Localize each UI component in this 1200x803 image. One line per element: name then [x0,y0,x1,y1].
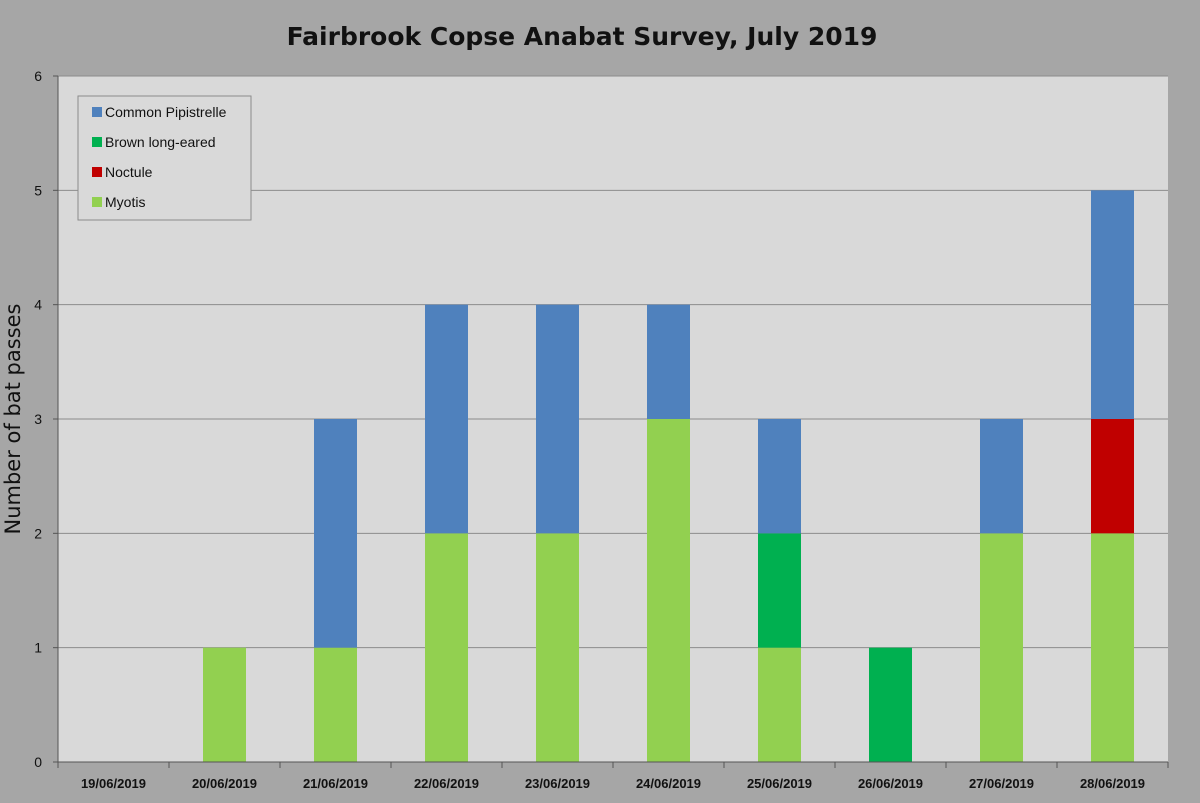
y-tick-label: 3 [34,411,42,427]
y-tick-label: 1 [34,640,42,656]
y-tick-label: 4 [34,297,42,313]
x-tick-label: 20/06/2019 [192,776,257,791]
bar-segment-common-pipistrelle [314,419,357,648]
y-tick-label: 6 [34,68,42,84]
x-tick-label: 21/06/2019 [303,776,368,791]
y-axis-title: Number of bat passes [1,304,25,535]
bar-segment-myotis [536,533,579,762]
bar-segment-myotis [1091,533,1134,762]
x-tick-label: 24/06/2019 [636,776,701,791]
legend-swatch-common-pipistrelle [92,107,102,117]
bar-series [203,190,1134,762]
x-tick-label: 22/06/2019 [414,776,479,791]
bar-segment-common-pipistrelle [425,304,468,534]
legend-label: Myotis [105,194,145,210]
legend-label: Common Pipistrelle [105,104,227,120]
legend-swatch-myotis [92,197,102,207]
bar-segment-myotis [203,647,246,762]
y-tick-label: 5 [34,182,42,198]
bar-segment-noctule [1091,419,1134,534]
x-tick-label: 19/06/2019 [81,776,146,791]
bar-segment-brown-long-eared [869,647,912,762]
bar-segment-myotis [425,533,468,762]
x-tick-label: 23/06/2019 [525,776,590,791]
bar-segment-common-pipistrelle [536,304,579,534]
bar-segment-myotis [980,533,1023,762]
x-axis-ticks: 19/06/2019 20/06/2019 21/06/2019 22/06/2019… [57,762,1169,791]
y-axis-ticks: 0 1 2 3 4 5 6 [34,68,58,770]
x-tick-label: 26/06/2019 [858,776,923,791]
bar-segment-common-pipistrelle [1091,190,1134,419]
bar-segment-myotis [758,647,801,762]
legend-label: Noctule [105,164,153,180]
legend-swatch-noctule [92,167,102,177]
bar-segment-common-pipistrelle [758,419,801,534]
x-tick-label: 28/06/2019 [1080,776,1145,791]
bar-segment-common-pipistrelle [647,304,690,419]
legend-swatch-brown-long-eared [92,137,102,147]
bar-segment-myotis [314,647,357,762]
legend: Common Pipistrelle Brown long-eared Noctul… [77,95,252,221]
x-tick-label: 27/06/2019 [969,776,1034,791]
y-tick-label: 2 [34,525,42,541]
y-tick-label: 0 [34,754,42,770]
x-tick-label: 25/06/2019 [747,776,812,791]
legend-box [77,95,252,221]
chart-title: Fairbrook Copse Anabat Survey, July 2019 [287,22,878,51]
bar-segment-brown-long-eared [758,533,801,648]
bar-segment-myotis [647,419,690,762]
bar-segment-common-pipistrelle [980,419,1023,534]
legend-label: Brown long-eared [105,134,216,150]
